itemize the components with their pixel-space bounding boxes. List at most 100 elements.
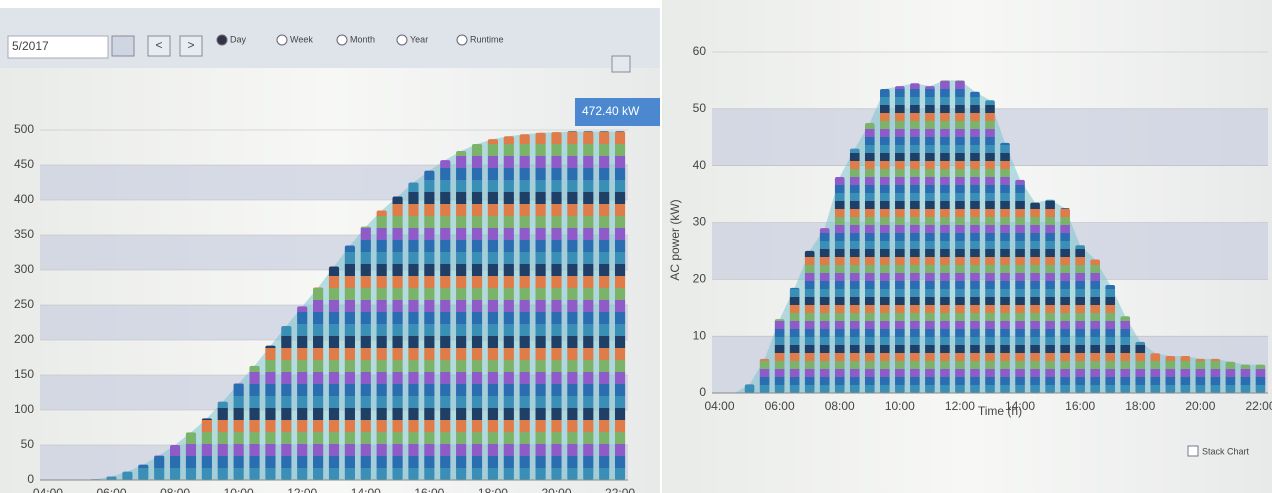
x-tick-label: 22:00 xyxy=(605,486,635,493)
edge xyxy=(0,0,660,8)
prev-text: < xyxy=(155,38,162,52)
date-text: 5/2017 xyxy=(12,39,49,53)
bar xyxy=(774,319,785,393)
y-tick-label: 200 xyxy=(14,332,34,346)
bar xyxy=(1240,364,1251,393)
bar xyxy=(880,88,890,394)
bar xyxy=(169,445,181,480)
x-tick-label: 10:00 xyxy=(885,399,915,413)
bar xyxy=(201,418,212,480)
y-tick-label: 60 xyxy=(693,44,707,58)
x-tick-label: 10:00 xyxy=(224,486,254,493)
radio[interactable] xyxy=(396,34,408,46)
bar xyxy=(1105,285,1116,393)
x-tick-label: 06:00 xyxy=(96,486,126,493)
bar xyxy=(249,365,260,480)
bar xyxy=(1180,356,1191,393)
radio[interactable] xyxy=(336,34,348,46)
view-label: Week xyxy=(290,34,313,44)
y-tick-label: 40 xyxy=(693,158,707,172)
bar xyxy=(1225,361,1236,393)
calendar-button[interactable] xyxy=(111,35,135,57)
next-button[interactable] xyxy=(179,35,203,57)
bar xyxy=(1075,245,1085,393)
bar xyxy=(985,100,995,393)
bar xyxy=(392,196,403,480)
y-tick-label: 500 xyxy=(14,122,34,136)
bar xyxy=(1045,199,1055,393)
y-tick-label: 10 xyxy=(693,328,707,342)
bar xyxy=(1195,358,1206,393)
bar xyxy=(819,228,830,393)
bar xyxy=(551,132,562,480)
x-tick-label: 04:00 xyxy=(704,399,734,413)
bar xyxy=(599,131,610,480)
view-label: Runtime xyxy=(470,34,504,44)
bar xyxy=(849,148,860,393)
bar xyxy=(106,476,117,480)
bar xyxy=(154,455,165,480)
y-tick-label: 350 xyxy=(14,227,34,241)
stack-label: Stack Chart xyxy=(1202,446,1250,456)
x-tick-label: 06:00 xyxy=(765,399,795,413)
bar xyxy=(471,144,483,480)
y-tick-label: 450 xyxy=(14,157,34,171)
y-tick-label: 400 xyxy=(14,192,34,206)
x-tick-label: 22:00 xyxy=(1245,399,1272,413)
view-label: Month xyxy=(350,34,375,44)
bar xyxy=(1210,358,1221,393)
bar xyxy=(925,86,935,393)
bar xyxy=(1135,341,1146,393)
bar xyxy=(1165,356,1176,393)
radio[interactable] xyxy=(276,34,288,46)
x-tick-label: 12:00 xyxy=(287,486,317,493)
bar xyxy=(360,226,371,480)
bar xyxy=(1120,316,1131,393)
bar xyxy=(535,132,546,481)
bar xyxy=(424,170,435,480)
bar xyxy=(955,80,965,394)
view-label: Year xyxy=(410,34,428,44)
bar xyxy=(519,134,530,480)
bar xyxy=(789,287,800,393)
x-tick-label: 18:00 xyxy=(478,486,508,493)
bar xyxy=(487,139,499,480)
bar xyxy=(970,91,980,394)
bar xyxy=(759,358,770,393)
y-tick-label: 0 xyxy=(27,472,34,486)
bar xyxy=(281,326,292,480)
bar xyxy=(744,384,755,393)
x-tick-label: 08:00 xyxy=(160,486,190,493)
x-tick-label: 18:00 xyxy=(1125,399,1155,413)
stack-checkbox[interactable] xyxy=(1187,445,1199,457)
bar xyxy=(376,210,387,480)
y-tick-label: 150 xyxy=(14,367,34,381)
bar xyxy=(328,266,340,480)
bar xyxy=(265,345,276,480)
bar xyxy=(940,80,950,394)
view-label: Day xyxy=(230,34,247,44)
bar xyxy=(1030,202,1040,393)
radio[interactable] xyxy=(456,34,468,46)
x-tick-label: 20:00 xyxy=(541,486,571,493)
y-tick-label: 50 xyxy=(21,437,35,451)
date-field[interactable] xyxy=(7,35,109,59)
y-tick-label: 0 xyxy=(699,385,706,399)
x-tick-label: 20:00 xyxy=(1185,399,1215,413)
bar xyxy=(297,306,308,480)
y-tick-label: 100 xyxy=(14,402,34,416)
x-tick-label: 12:00 xyxy=(945,399,975,413)
radio[interactable] xyxy=(216,34,228,46)
bar xyxy=(1090,259,1100,393)
bar xyxy=(583,131,594,480)
export-icon[interactable] xyxy=(611,55,631,73)
bar xyxy=(440,160,451,480)
prev-button[interactable] xyxy=(147,35,171,57)
bar xyxy=(503,136,514,481)
bar xyxy=(233,383,244,480)
bar xyxy=(1150,353,1161,393)
x-tick-label: 16:00 xyxy=(1065,399,1095,413)
x-tick-label: 04:00 xyxy=(33,486,63,493)
bar xyxy=(804,250,815,393)
